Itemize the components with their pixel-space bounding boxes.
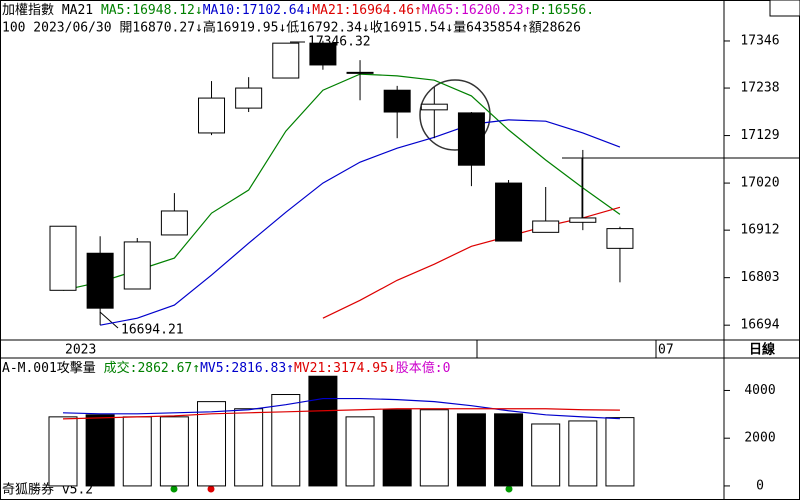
candle-body bbox=[160, 210, 188, 236]
candle-body bbox=[49, 225, 77, 291]
y-tick-label: 17020 bbox=[740, 176, 779, 191]
header-item: MA10:17102.64↓ bbox=[203, 3, 313, 18]
header-item: 加權指數 MA21 bbox=[2, 3, 101, 18]
volume-bar bbox=[382, 409, 412, 487]
y-tick-label: 16912 bbox=[740, 223, 779, 238]
y-tick-label: 16803 bbox=[740, 270, 779, 285]
volume-bar bbox=[456, 413, 486, 487]
price-header: 加權指數 MA21 MA5:16948.12↓MA10:17102.64↓MA2… bbox=[2, 3, 594, 18]
volume-bar bbox=[85, 414, 115, 487]
header-item: MA65:16200.23↑ bbox=[422, 3, 532, 18]
header-item: 成交:2862.67↑ bbox=[104, 360, 200, 376]
ma-line bbox=[100, 119, 621, 326]
header-item: MA21:16964.46↑ bbox=[312, 3, 422, 18]
candle-body bbox=[123, 241, 151, 290]
ma-line bbox=[62, 73, 621, 291]
y-tick-label: 17129 bbox=[740, 128, 779, 143]
y-tick-label: 16694 bbox=[740, 318, 779, 333]
annotation-line bbox=[99, 311, 119, 329]
volume-bar bbox=[531, 423, 561, 487]
candle-body bbox=[198, 97, 226, 134]
header-item: A-M.001攻擊量 bbox=[2, 360, 104, 376]
volume-bar bbox=[605, 417, 635, 487]
signal-dot bbox=[207, 485, 215, 493]
y-tick-label: 17346 bbox=[740, 33, 779, 48]
volume-bar bbox=[494, 413, 524, 487]
volume-bar bbox=[48, 416, 78, 487]
candle-body bbox=[569, 217, 597, 223]
y-tick-label: 4000 bbox=[744, 383, 775, 398]
date-label: 2023 bbox=[65, 343, 96, 358]
candle-body bbox=[532, 220, 560, 233]
volume-bar bbox=[345, 416, 375, 487]
volume-header: A-M.001攻擊量 成交:2862.67↑MV5:2816.83↑MV21:3… bbox=[2, 360, 450, 376]
header-item: P:16556. bbox=[531, 3, 594, 18]
footer: 奇狐勝券 v5.2 bbox=[2, 482, 93, 498]
cursor-circle bbox=[419, 79, 491, 151]
y-tick-label: 2000 bbox=[744, 431, 775, 446]
price-info: 100 2023/06/30 開16870.27↓高16919.95↓低1679… bbox=[2, 20, 581, 36]
candle-body bbox=[346, 71, 374, 74]
ma-line bbox=[62, 408, 620, 420]
low-annotation: 16694.21 bbox=[121, 323, 184, 338]
volume-bar bbox=[122, 416, 152, 487]
candle-body bbox=[495, 182, 523, 242]
y-tick-label: 0 bbox=[756, 478, 764, 493]
window-button[interactable] bbox=[769, 0, 800, 17]
candle-body bbox=[420, 103, 448, 111]
candle-body bbox=[86, 252, 114, 309]
period-label: 日線 bbox=[749, 342, 776, 358]
signal-dot bbox=[505, 485, 513, 493]
header-item: 股本億:0 bbox=[396, 360, 451, 376]
candle-body bbox=[457, 112, 485, 166]
header-item: MV5:2816.83↑ bbox=[200, 361, 294, 376]
volume-bar bbox=[419, 409, 449, 487]
header-item: MA5:16948.12↓ bbox=[101, 3, 203, 18]
volume-bar bbox=[271, 394, 301, 487]
candle-body bbox=[309, 42, 337, 66]
candle-body bbox=[606, 228, 634, 249]
volume-bar bbox=[159, 416, 189, 487]
header-item: MV21:3174.95↓ bbox=[294, 361, 396, 376]
candle-body bbox=[272, 42, 300, 79]
volume-bar bbox=[197, 401, 227, 487]
volume-bar bbox=[234, 408, 264, 487]
y-tick-label: 17238 bbox=[740, 81, 779, 96]
candle-body bbox=[383, 89, 411, 113]
candle-body bbox=[235, 87, 263, 109]
volume-bar bbox=[308, 375, 338, 487]
ma-line bbox=[62, 397, 620, 420]
date-label: 07 bbox=[658, 343, 674, 358]
volume-bar bbox=[568, 420, 598, 487]
signal-dot bbox=[170, 485, 178, 493]
